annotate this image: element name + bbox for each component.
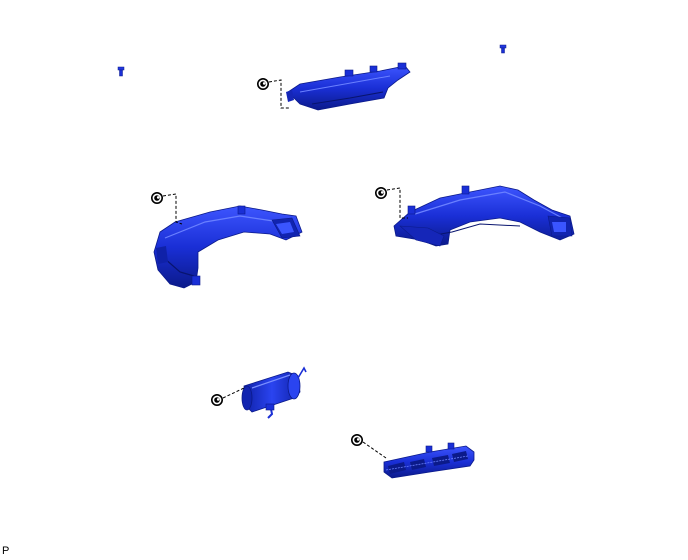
right-side-duct bbox=[393, 185, 575, 247]
upper-center-duct bbox=[286, 62, 411, 111]
screw-upper-center bbox=[256, 78, 290, 109]
clip-right bbox=[499, 44, 507, 54]
corner-label: P bbox=[2, 545, 10, 557]
clip-left bbox=[117, 66, 125, 77]
screw-left-duct bbox=[151, 192, 183, 225]
lower-register-duct bbox=[383, 442, 475, 479]
left-side-duct bbox=[153, 205, 303, 289]
screw-lower-register bbox=[350, 433, 387, 459]
screw-cylinder-duct bbox=[211, 387, 245, 407]
screw-right-duct bbox=[374, 187, 408, 219]
center-cylinder-duct bbox=[241, 366, 307, 419]
